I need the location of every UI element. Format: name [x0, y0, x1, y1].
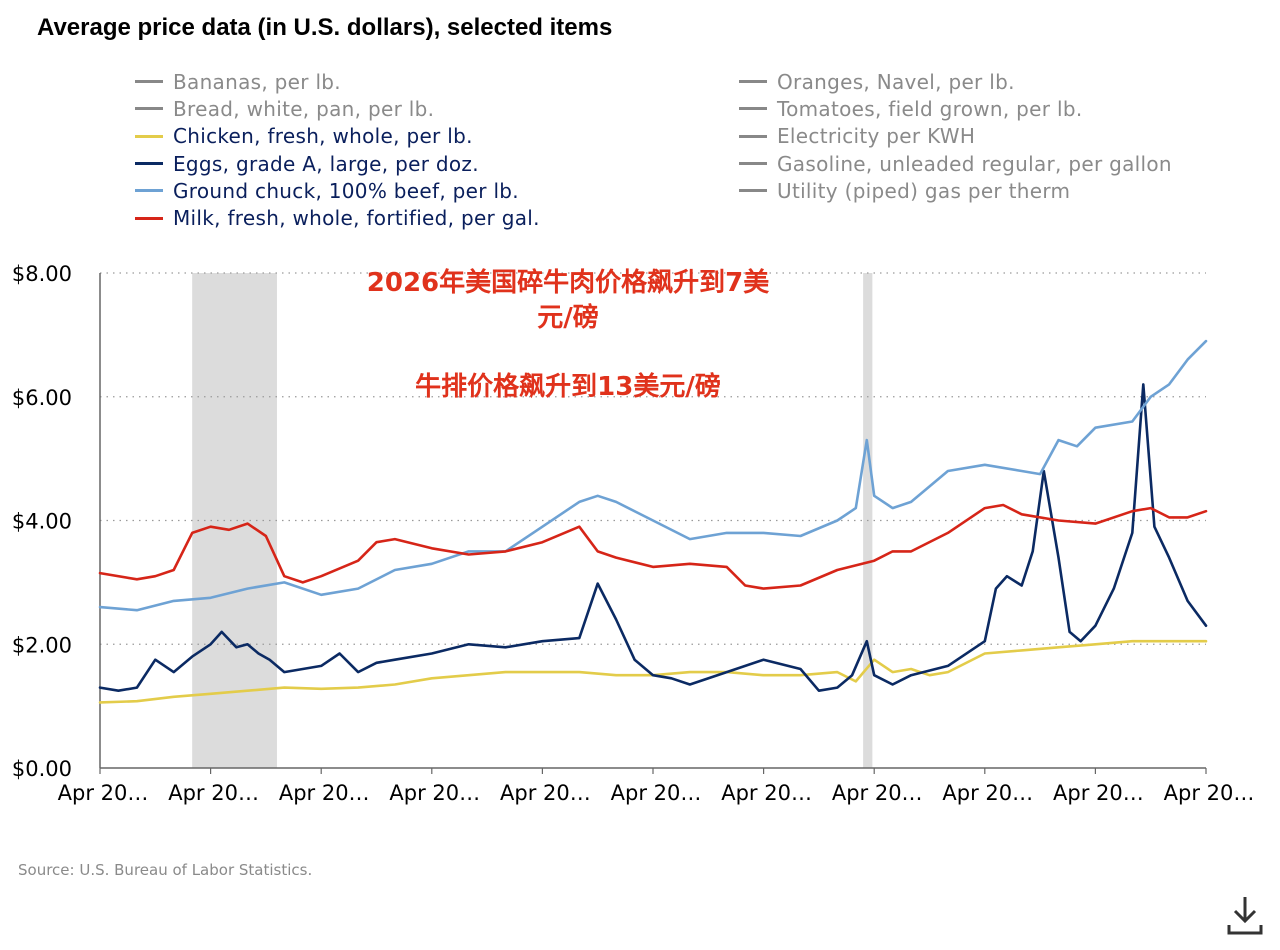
legend-swatch	[135, 216, 163, 220]
legend-swatch	[135, 80, 163, 84]
legend-swatch	[135, 189, 163, 193]
legend-item-right-4[interactable]: Utility (piped) gas per therm	[739, 177, 1172, 204]
legend-item-right-1[interactable]: Tomatoes, field grown, per lb.	[739, 95, 1172, 122]
axes	[99, 273, 1207, 774]
legend-label: Tomatoes, field grown, per lb.	[777, 96, 1083, 121]
legend-label: Electricity per KWH	[777, 124, 976, 149]
y-tick-label: $6.00	[12, 386, 72, 410]
legend-swatch	[739, 107, 767, 111]
legend-item-left-4[interactable]: Ground chuck, 100% beef, per lb.	[135, 177, 540, 204]
x-tick-label: Apr 20…	[1053, 781, 1144, 805]
legend-label: Gasoline, unleaded regular, per gallon	[777, 151, 1172, 176]
x-axis-labels: Apr 20… Apr 20… Apr 20… Apr 20… Apr 20… Apr 2…	[58, 781, 1255, 805]
legend-swatch	[739, 80, 767, 84]
legend-label: Ground chuck, 100% beef, per lb.	[173, 178, 519, 203]
annotation-line-1: 2026年美国碎牛肉价格飙升到7美	[367, 267, 769, 298]
y-axis-labels: $0.00 $2.00 $4.00 $6.00 $8.00	[12, 262, 72, 781]
legend-swatch	[739, 189, 767, 193]
legend-label: Eggs, grade A, large, per doz.	[173, 151, 479, 176]
legend-item-right-3[interactable]: Gasoline, unleaded regular, per gallon	[739, 150, 1172, 177]
download-icon[interactable]	[1225, 893, 1265, 939]
legend-item-right-2[interactable]: Electricity per KWH	[739, 123, 1172, 150]
legend-item-left-3[interactable]: Eggs, grade A, large, per doz.	[135, 150, 540, 177]
legend-item-left-5[interactable]: Milk, fresh, whole, fortified, per gal.	[135, 204, 540, 231]
legend-swatch	[135, 107, 163, 111]
y-tick-label: $4.00	[12, 510, 72, 534]
legend-label: Bananas, per lb.	[173, 69, 341, 94]
series-line-2	[98, 339, 1208, 612]
x-tick-label: Apr 20…	[721, 781, 812, 805]
x-tick-label: Apr 20…	[942, 781, 1033, 805]
source-note: Source: U.S. Bureau of Labor Statistics.	[18, 861, 313, 879]
legend-label: Utility (piped) gas per therm	[777, 178, 1071, 203]
x-tick-label: Apr 20…	[279, 781, 370, 805]
price-chart: $0.00$2.00$4.00$6.00$8.00 Apr 20… Apr 20……	[12, 262, 1255, 805]
legend-item-left-0[interactable]: Bananas, per lb.	[135, 68, 540, 95]
legend-right: Oranges, Navel, per lb. Tomatoes, field g…	[739, 68, 1172, 204]
series-line-1	[98, 383, 1208, 693]
series-lines	[98, 339, 1208, 704]
series-line-0	[98, 639, 1208, 704]
legend-label: Oranges, Navel, per lb.	[777, 69, 1015, 94]
legend-swatch	[739, 134, 767, 138]
x-tick-label: Apr 20…	[611, 781, 702, 805]
x-tick-label: Apr 20…	[168, 781, 259, 805]
legend-swatch	[135, 162, 163, 166]
chart-title: Average price data (in U.S. dollars), se…	[37, 14, 613, 41]
legend-label: Chicken, fresh, whole, per lb.	[173, 124, 473, 149]
y-tick-label: $8.00	[12, 262, 72, 286]
annotation-line-2: 元/磅	[537, 302, 599, 333]
legend-item-right-0[interactable]: Oranges, Navel, per lb.	[739, 68, 1172, 95]
y-tick-label: $2.00	[12, 633, 72, 657]
x-tick-label: Apr 20…	[832, 781, 923, 805]
legend-left: Bananas, per lb. Bread, white, pan, per l…	[135, 68, 540, 232]
annotation-line-3: 牛排价格飙升到13美元/磅	[415, 371, 721, 402]
x-tick-label: Apr 20…	[389, 781, 480, 805]
legend-swatch	[135, 134, 163, 138]
x-tick-label: Apr 20…	[500, 781, 591, 805]
legend-item-left-2[interactable]: Chicken, fresh, whole, per lb.	[135, 123, 540, 150]
series-line-3	[98, 503, 1208, 590]
legend-swatch	[739, 162, 767, 166]
y-tick-label: $0.00	[12, 757, 72, 781]
legend-label: Bread, white, pan, per lb.	[173, 96, 435, 121]
x-tick-label: Apr 20…	[58, 781, 149, 805]
legend-item-left-1[interactable]: Bread, white, pan, per lb.	[135, 95, 540, 122]
x-tick-label: Apr 20…	[1164, 781, 1255, 805]
legend-label: Milk, fresh, whole, fortified, per gal.	[173, 206, 540, 231]
